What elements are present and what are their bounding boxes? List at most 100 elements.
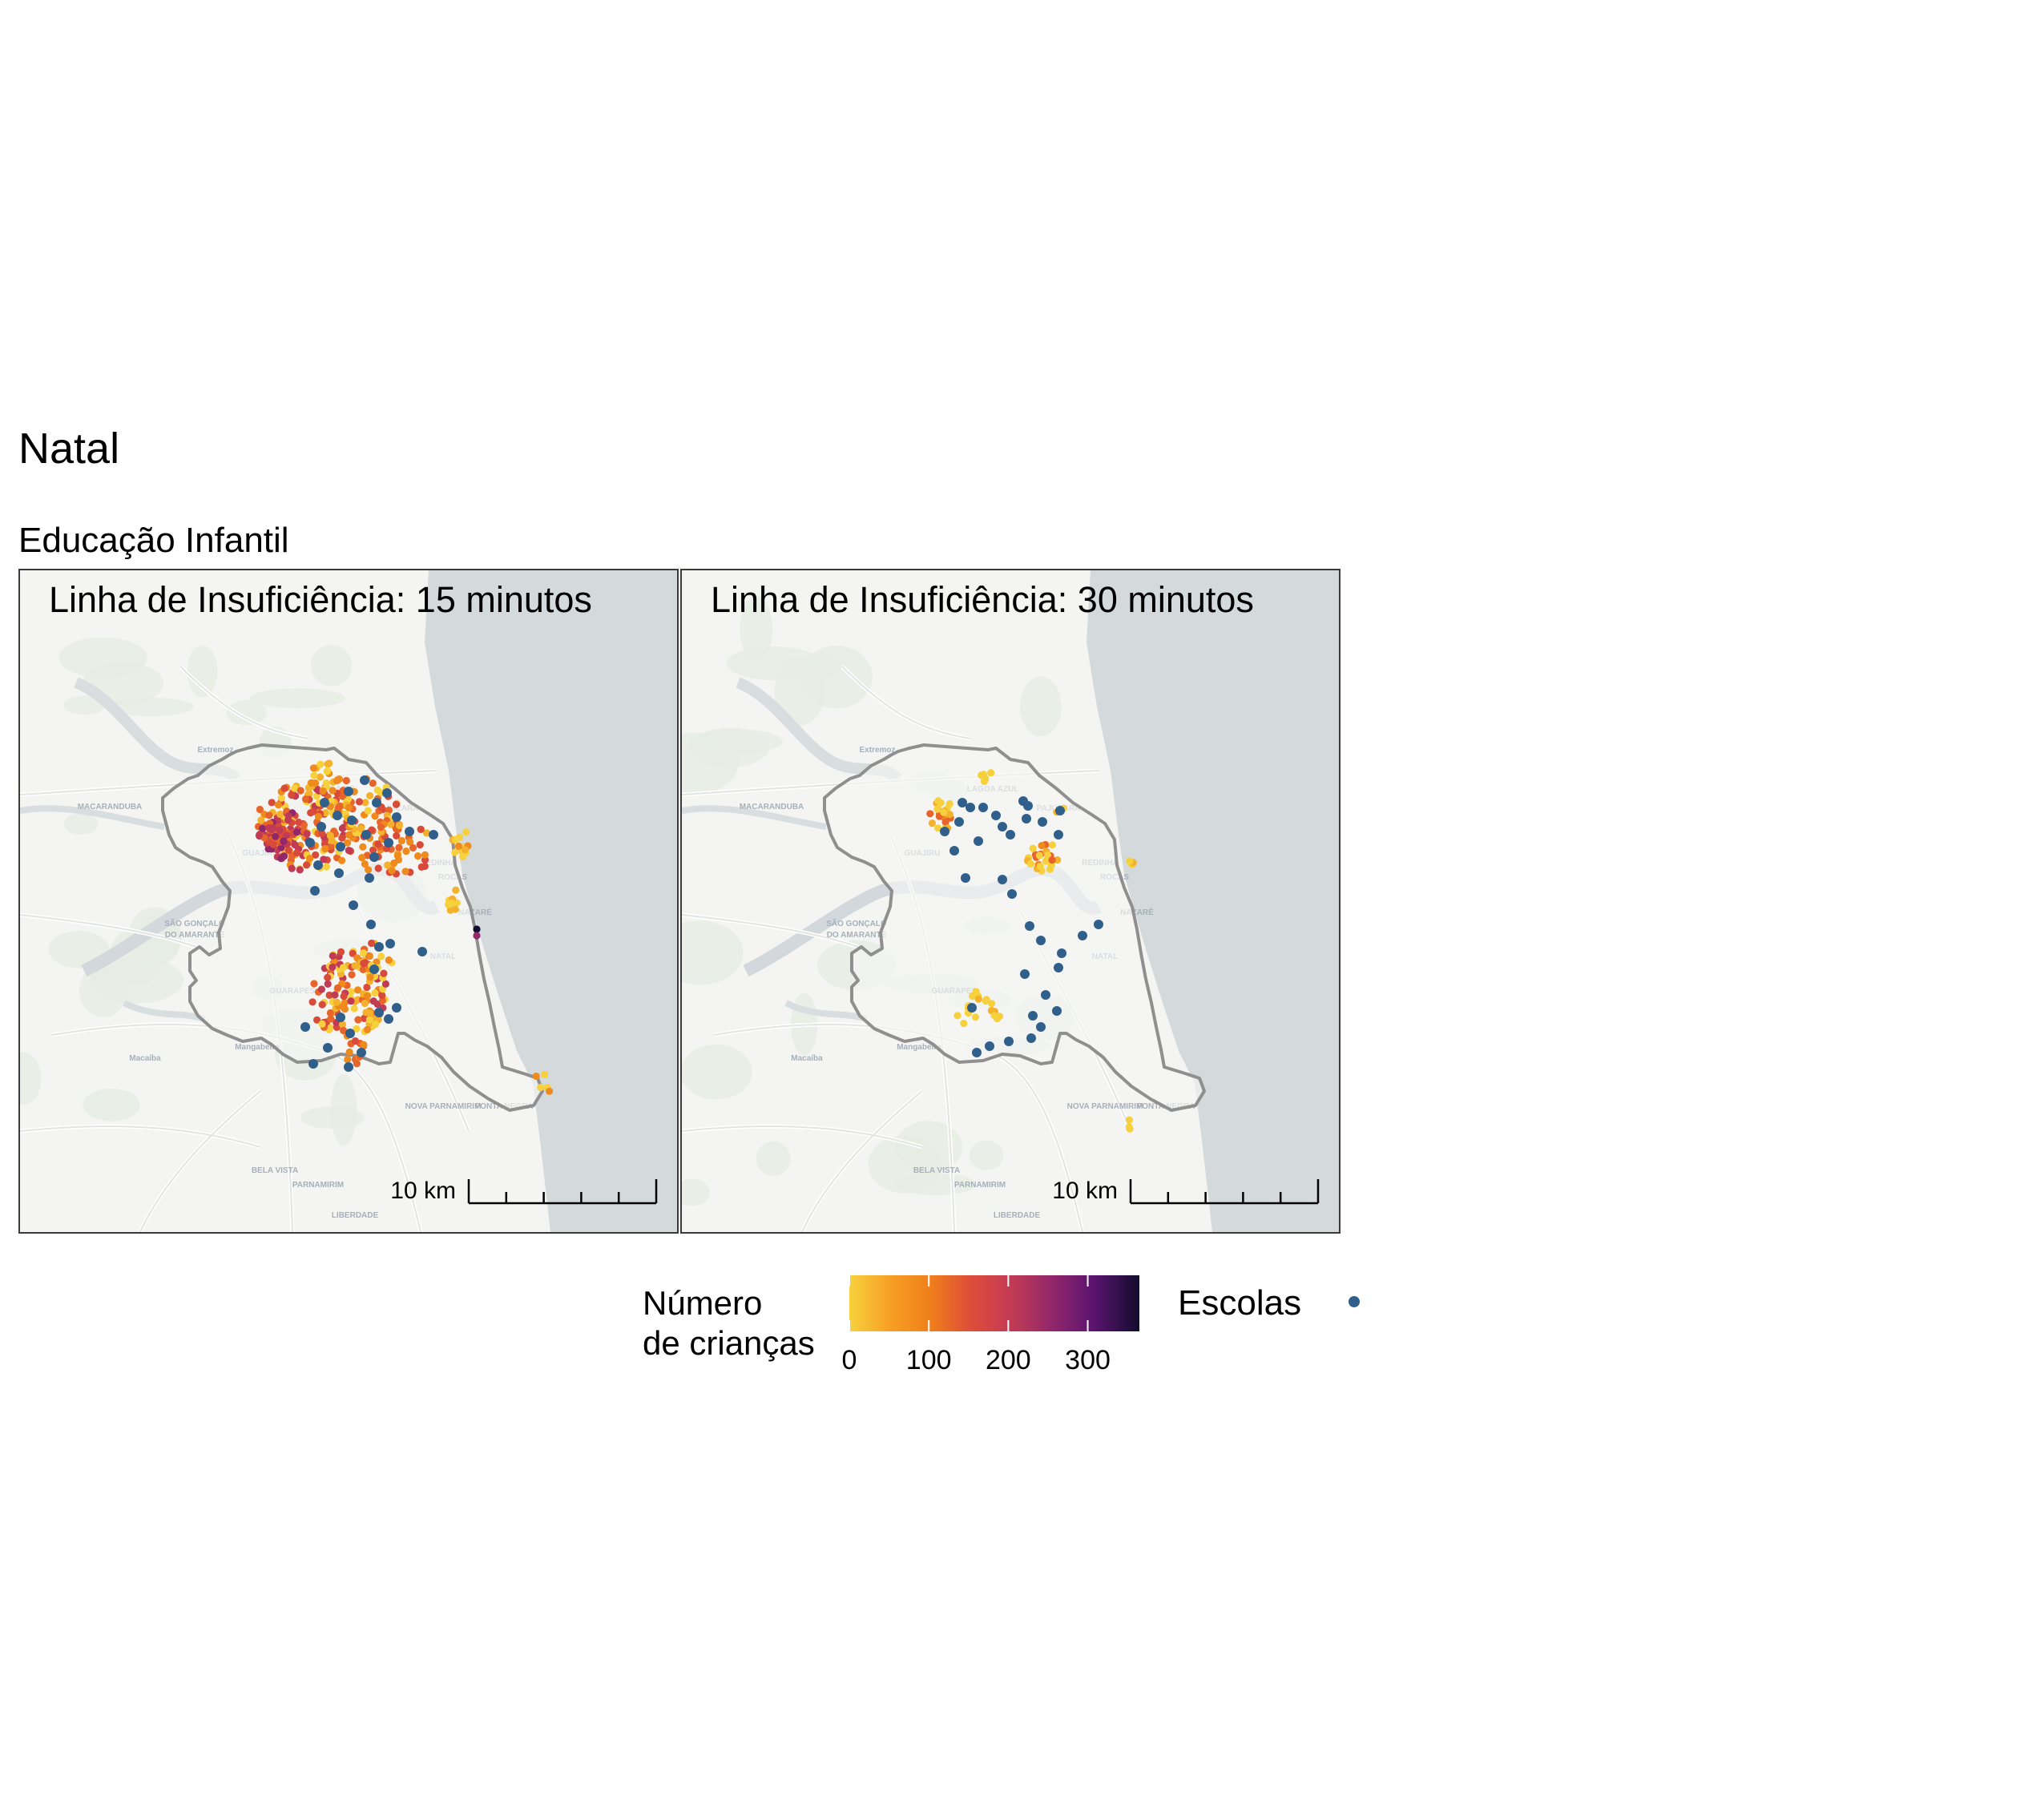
hex-cell — [397, 836, 405, 845]
hex-cell — [1048, 856, 1056, 864]
hex-cell — [990, 1012, 998, 1020]
hex-cell — [1036, 862, 1044, 871]
hex-cell — [326, 831, 334, 840]
hex-cell — [369, 779, 377, 787]
hex-cell — [309, 807, 317, 815]
hex-cell — [342, 776, 350, 785]
hex-cell — [361, 999, 369, 1008]
hex-cell — [363, 992, 371, 1000]
hex-cell — [1029, 844, 1037, 852]
road-edge — [841, 666, 971, 739]
green-area — [227, 699, 267, 726]
hex-cell — [1043, 851, 1051, 860]
school-point — [374, 1008, 384, 1017]
basemap-place-label: PARNAMIRIM — [954, 1181, 1006, 1190]
hex-cell — [933, 805, 941, 813]
school-point — [349, 900, 358, 910]
hex-cell — [344, 1056, 352, 1064]
hex-cell — [288, 864, 296, 872]
hex-cell — [352, 961, 360, 969]
school-point — [336, 842, 345, 852]
school-point — [1038, 817, 1047, 827]
basemap-place-label: NOVA PARNAMIRIM — [1067, 1102, 1143, 1111]
hex-cell — [381, 980, 389, 988]
hex-cell — [546, 1087, 554, 1095]
hex-cell — [384, 861, 392, 869]
hex-cell — [366, 1009, 374, 1017]
hex-cell — [276, 826, 284, 834]
hex-cell — [364, 807, 372, 815]
school-point — [333, 811, 342, 820]
hex-cell — [974, 995, 982, 1003]
hex-cell — [360, 1041, 368, 1049]
green-area — [756, 1141, 791, 1177]
hex-cell — [537, 1083, 545, 1092]
road-edge — [20, 914, 197, 948]
green-area — [310, 644, 353, 687]
basemap-place-label: Mangabeira — [235, 1043, 280, 1052]
hex-cell — [385, 956, 393, 964]
hex-cell — [353, 1060, 361, 1068]
hex-cell — [960, 1020, 968, 1028]
hex-cell — [416, 841, 424, 849]
hex-cell — [358, 854, 366, 862]
school-legend-key — [1349, 1296, 1360, 1307]
hex-cell — [280, 784, 288, 792]
hex-cell — [347, 988, 355, 996]
green-area — [691, 729, 783, 754]
map-subtitle: Educação Infantil — [18, 521, 289, 560]
fill-legend-title-line2: de crianças — [643, 1324, 815, 1362]
hex-cell — [306, 855, 314, 863]
school-point — [1036, 936, 1046, 945]
hex-cell — [344, 839, 352, 847]
hex-cell — [451, 848, 459, 856]
hex-cell — [333, 984, 342, 992]
hex-cell — [1125, 1116, 1134, 1124]
hex-cell — [326, 1009, 334, 1017]
school-point — [405, 827, 414, 836]
hex-cell — [373, 958, 381, 966]
hex-cell — [422, 829, 430, 837]
green-area — [63, 813, 99, 836]
hex-cell — [365, 952, 373, 960]
panel-30-minutes: ExtremozMACARANDUBAGUAJIRUSÃO GONÇALODO … — [680, 569, 1340, 1234]
hex-cell — [354, 1016, 362, 1024]
school-point — [384, 838, 393, 848]
green-area — [187, 645, 218, 698]
school-point — [1026, 1033, 1036, 1043]
school-point — [961, 873, 970, 883]
hex-cell — [451, 905, 459, 913]
hex-cell — [276, 810, 284, 819]
school-point — [1078, 931, 1087, 940]
hex-cell — [402, 848, 410, 856]
hex-cell — [406, 838, 414, 846]
school-point — [344, 787, 353, 796]
hex-cell — [349, 949, 357, 957]
hex-cell — [338, 856, 346, 864]
school-point — [385, 939, 395, 948]
hex-cell — [409, 844, 417, 852]
hex-cell — [369, 846, 377, 854]
scale-bar-label: 10 km — [1052, 1178, 1118, 1204]
hex-cell — [338, 1021, 347, 1029]
school-point — [392, 1003, 401, 1013]
hex-cell — [377, 952, 385, 960]
hex-cell — [941, 818, 949, 826]
hex-cell — [395, 821, 403, 830]
river — [20, 805, 165, 830]
hex-cell — [987, 769, 995, 777]
hex-cell — [269, 840, 278, 848]
hex-cell — [421, 851, 429, 859]
hex-cell — [928, 819, 936, 827]
scale-bar: 10 km — [1052, 1178, 1320, 1205]
hex-cell — [324, 973, 332, 981]
map-title: Natal — [18, 425, 120, 473]
school-point — [974, 836, 983, 846]
hex-cell — [371, 812, 379, 820]
school-point — [940, 827, 949, 836]
hex-cell — [359, 843, 367, 851]
hex-cell — [972, 988, 980, 996]
school-point — [991, 811, 1001, 820]
hex-cell — [331, 991, 339, 999]
hex-cell — [283, 831, 291, 840]
